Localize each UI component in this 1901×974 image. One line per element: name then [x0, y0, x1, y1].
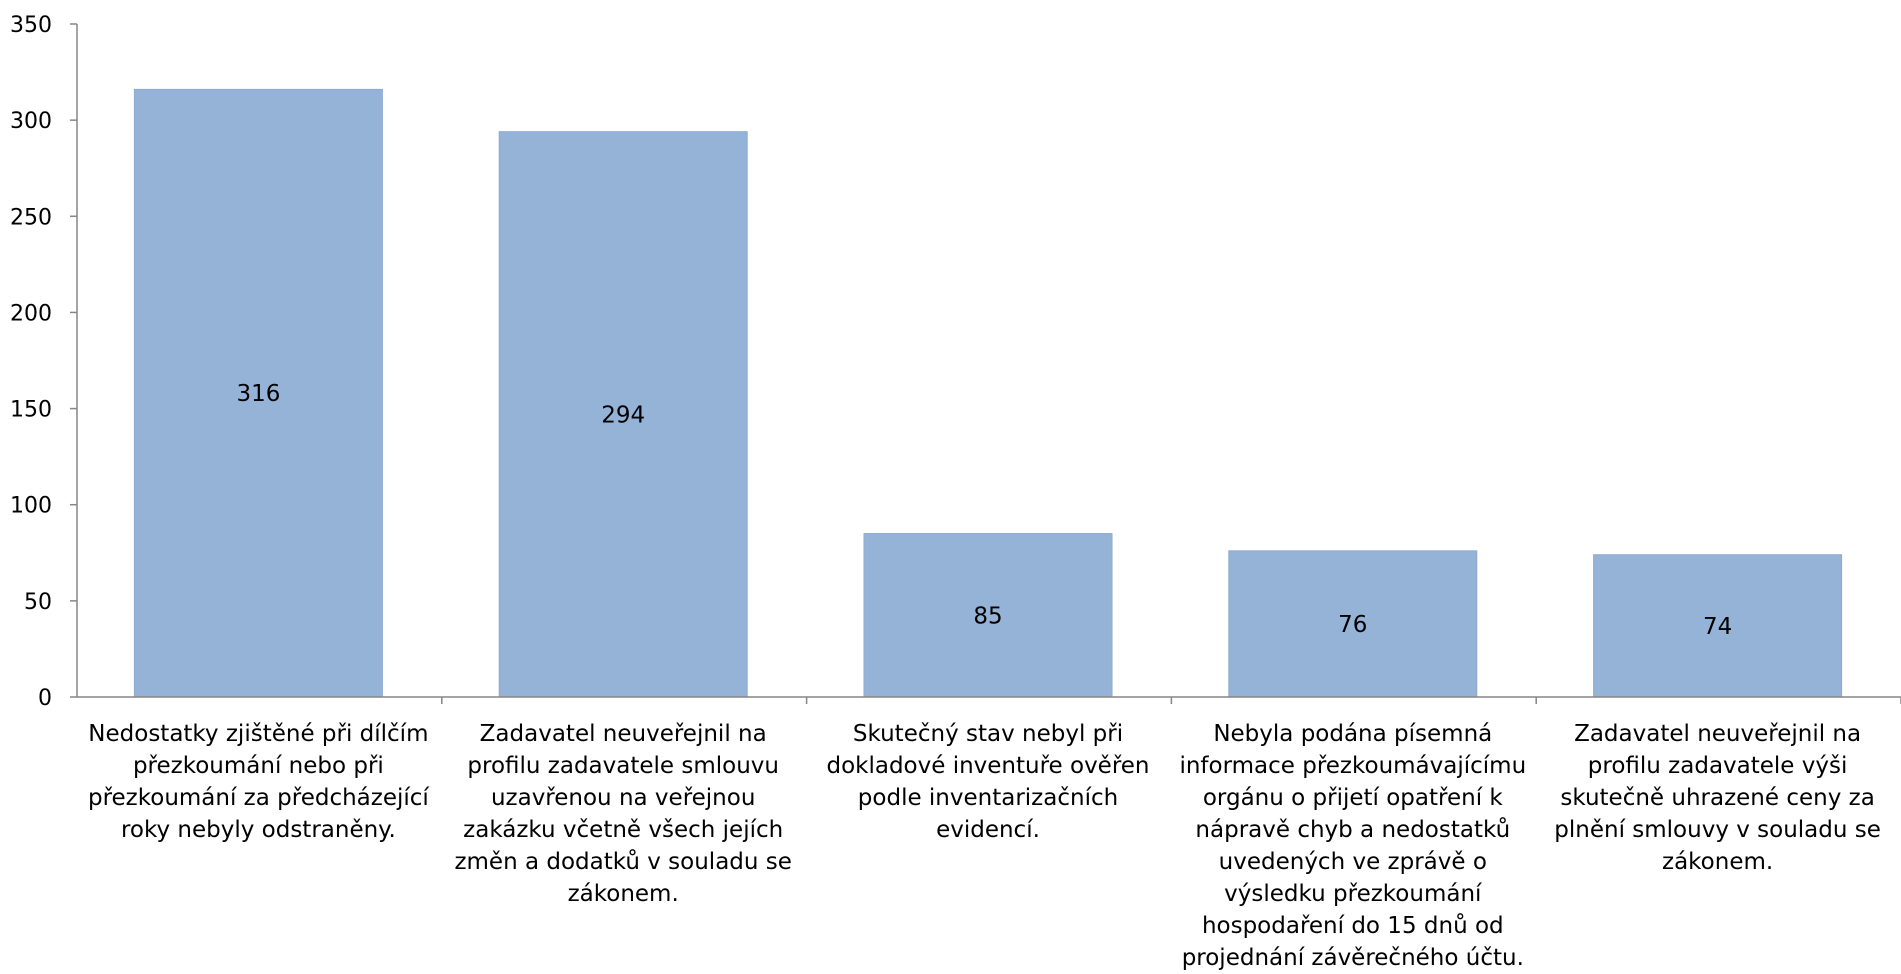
bar — [1593, 554, 1843, 698]
bar — [498, 131, 748, 698]
data-label: 316 — [236, 381, 280, 407]
x-tick-label: Zadavatel neuveřejnil na profilu zadavat… — [1554, 721, 1881, 875]
y-axis: 0 50 100 150 200 250 300 350 — [10, 13, 78, 711]
x-tick-label: Zadavatel neuveřejnil na profilu zadavat… — [454, 721, 792, 907]
y-tick-label: 250 — [10, 205, 52, 230]
y-tick-label: 300 — [10, 109, 52, 134]
y-tick-label: 350 — [10, 13, 52, 38]
y-tick-label: 0 — [38, 686, 52, 711]
y-tick-label: 50 — [24, 590, 52, 615]
data-label: 76 — [1338, 612, 1367, 638]
bar — [1228, 550, 1478, 698]
y-tick-label: 100 — [10, 494, 52, 519]
x-tick-label: Nedostatky zjištěné při dílčím přezkoumá… — [87, 721, 429, 843]
bar — [133, 88, 383, 698]
y-tick-label: 200 — [10, 301, 52, 326]
x-tick-label: Skutečný stav nebyl při dokladové invent… — [826, 721, 1150, 843]
y-tick-label: 150 — [10, 398, 52, 423]
x-axis — [77, 696, 1901, 704]
bars: 316 294 85 76 74 — [133, 88, 1843, 698]
x-tick-label: Nebyla podána písemná informace přezkoum… — [1179, 721, 1527, 971]
data-label: 294 — [601, 402, 645, 428]
data-label: 74 — [1703, 614, 1732, 640]
data-label: 85 — [973, 603, 1002, 629]
